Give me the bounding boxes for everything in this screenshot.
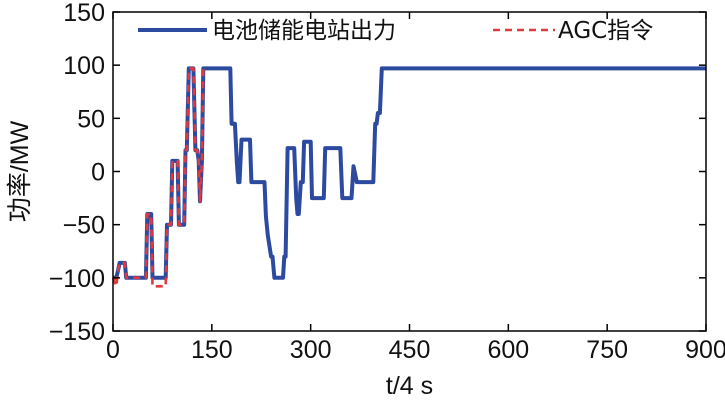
x-tick-label: 300 [290, 336, 332, 364]
y-tick-label: −150 [49, 318, 105, 346]
x-tick-label: 600 [487, 336, 529, 364]
series-line-agc [111, 67, 206, 288]
y-axis-title: 功率/MW [6, 120, 34, 222]
legend-label-agc: AGC指令 [558, 18, 653, 44]
x-tick-label: 450 [389, 336, 431, 364]
y-tick-label: 100 [63, 52, 105, 80]
legend-label-storage: 电池储能电站出力 [212, 18, 396, 44]
x-axis-title: t/4 s [386, 372, 433, 400]
y-tick-label: 0 [91, 159, 105, 187]
y-tick-label: −100 [49, 265, 105, 293]
legend: 电池储能电站出力 AGC指令 [138, 18, 653, 44]
y-tick-label: 150 [63, 0, 105, 27]
series-line-storage [113, 66, 707, 280]
x-tick-label: 150 [191, 336, 233, 364]
y-tick-label: 50 [77, 105, 105, 133]
axis-ticks: 0 150 300 450 600 750 900 150 100 50 0 −50 −100 −150 [49, 0, 725, 364]
x-tick-label: 750 [586, 336, 628, 364]
y-tick-label: −50 [63, 212, 105, 240]
x-tick-label: 0 [106, 336, 120, 364]
plot-marks [111, 66, 707, 288]
x-tick-label: 900 [685, 336, 725, 364]
